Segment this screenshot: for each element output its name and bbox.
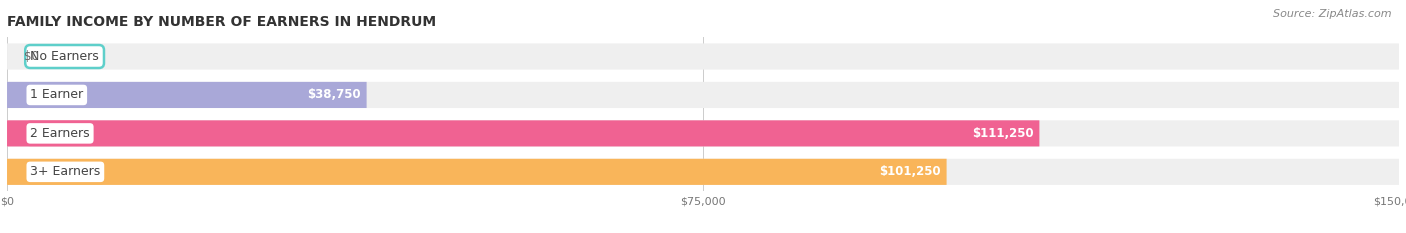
Text: $101,250: $101,250 [879,165,941,178]
Text: 3+ Earners: 3+ Earners [31,165,100,178]
Text: $111,250: $111,250 [972,127,1033,140]
FancyBboxPatch shape [7,82,1399,108]
FancyBboxPatch shape [7,120,1399,147]
Text: Source: ZipAtlas.com: Source: ZipAtlas.com [1274,9,1392,19]
Text: No Earners: No Earners [31,50,98,63]
FancyBboxPatch shape [7,120,1039,147]
FancyBboxPatch shape [7,82,367,108]
Text: FAMILY INCOME BY NUMBER OF EARNERS IN HENDRUM: FAMILY INCOME BY NUMBER OF EARNERS IN HE… [7,15,436,29]
Text: 2 Earners: 2 Earners [31,127,90,140]
FancyBboxPatch shape [7,159,1399,185]
Text: $0: $0 [24,50,38,63]
FancyBboxPatch shape [7,43,1399,70]
Text: 1 Earner: 1 Earner [31,89,83,101]
FancyBboxPatch shape [7,159,946,185]
Text: $38,750: $38,750 [308,89,361,101]
